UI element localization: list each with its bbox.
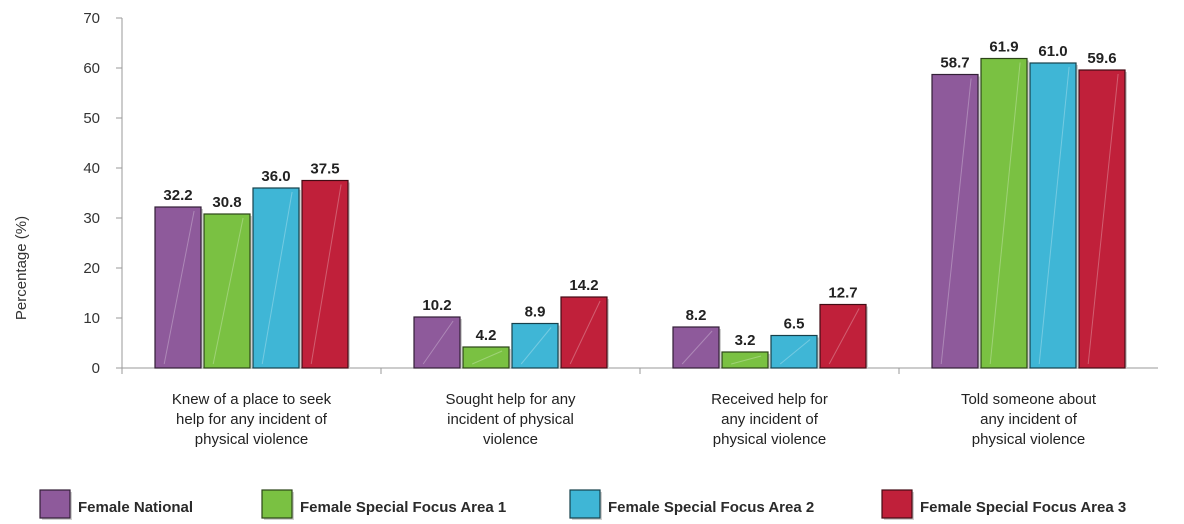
legend: Female National Female Special Focus Area… <box>39 489 1126 520</box>
data-label: 30.8 <box>212 194 241 211</box>
data-label: 12.7 <box>828 285 857 302</box>
data-label: 10.2 <box>422 297 451 314</box>
legend-swatch <box>39 489 71 519</box>
bar <box>154 206 202 369</box>
y-tick-label: 30 <box>83 210 100 227</box>
data-label: 3.2 <box>735 332 756 349</box>
category-label: physical violence <box>713 431 826 448</box>
category-label: violence <box>483 431 538 448</box>
data-label: 61.9 <box>989 39 1018 56</box>
bar-highlight <box>1087 73 1119 365</box>
bar-highlight <box>681 330 713 365</box>
data-label: 59.6 <box>1087 50 1116 67</box>
data-label: 32.2 <box>163 187 192 204</box>
data-label: 58.7 <box>940 55 969 72</box>
x-axis <box>122 367 1158 374</box>
bar <box>672 326 720 369</box>
y-tick-label: 70 <box>83 10 100 27</box>
bar-highlight <box>731 355 762 365</box>
category-label: any incident of <box>980 411 1078 428</box>
data-label: 8.2 <box>686 307 707 324</box>
y-tick-label: 50 <box>83 110 100 127</box>
bar-highlight <box>163 210 195 365</box>
bar-highlight <box>212 217 244 365</box>
bar-highlight <box>989 62 1021 365</box>
bar <box>980 57 1028 369</box>
data-label: 6.5 <box>784 316 805 333</box>
legend-label: Female Special Focus Area 2 <box>608 499 814 516</box>
bar <box>203 213 251 369</box>
data-label: 37.5 <box>310 161 339 178</box>
category-label: Knew of a place to seek <box>172 391 332 408</box>
bar <box>301 179 349 369</box>
bar <box>462 346 510 369</box>
bar-highlight <box>940 78 972 365</box>
bar <box>252 187 300 369</box>
bar <box>770 334 818 369</box>
bar-highlight <box>569 300 601 365</box>
bar <box>721 351 769 369</box>
value-labels: 32.2 30.8 36.0 37.5 10.2 4.2 8.9 14.2 8.2 3.2 6.5 1… <box>163 39 1116 350</box>
y-tick-label: 40 <box>83 160 100 177</box>
bar-highlight <box>310 184 342 365</box>
bars <box>154 57 1127 369</box>
bar-highlight <box>828 308 860 365</box>
category-label: any incident of <box>721 411 819 428</box>
legend-swatch <box>261 489 293 519</box>
data-label: 36.0 <box>261 168 290 185</box>
category-label: incident of physical <box>447 411 574 428</box>
bar <box>511 322 559 369</box>
bar <box>819 303 867 369</box>
bar-highlight <box>1038 66 1070 365</box>
category-label: physical violence <box>195 431 308 448</box>
category-label: Sought help for any <box>445 391 576 408</box>
data-label: 61.0 <box>1038 43 1067 60</box>
legend-swatch <box>881 489 913 519</box>
bar <box>931 73 979 369</box>
bar <box>1078 69 1126 369</box>
category-label: physical violence <box>972 431 1085 448</box>
y-tick-label: 0 <box>92 360 100 377</box>
bar <box>413 316 461 369</box>
y-tick-label: 60 <box>83 60 100 77</box>
data-label: 14.2 <box>569 277 598 294</box>
data-label: 8.9 <box>525 304 546 321</box>
y-axis-label: Percentage (%) <box>13 216 30 320</box>
legend-label: Female Special Focus Area 1 <box>300 499 506 516</box>
category-label: help for any incident of <box>176 411 328 428</box>
bar <box>1029 62 1077 369</box>
category-labels: Knew of a place to seek help for any inci… <box>172 391 1097 448</box>
y-tick-label: 20 <box>83 260 100 277</box>
bar-highlight <box>422 320 454 365</box>
data-label: 4.2 <box>476 327 497 344</box>
bar-highlight <box>520 327 552 365</box>
category-label: Told someone about <box>961 391 1097 408</box>
bar <box>560 296 608 369</box>
legend-label: Female National <box>78 499 193 516</box>
category-label: Received help for <box>711 391 828 408</box>
legend-swatch <box>569 489 601 519</box>
bar-highlight <box>472 350 503 365</box>
legend-label: Female Special Focus Area 3 <box>920 499 1126 516</box>
bar-highlight <box>261 191 293 365</box>
bar-highlight <box>779 339 811 365</box>
y-tick-label: 10 <box>83 310 100 327</box>
y-axis: 0 10 20 30 40 50 60 70 <box>83 10 123 377</box>
